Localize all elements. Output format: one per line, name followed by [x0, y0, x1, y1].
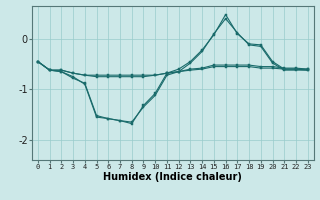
X-axis label: Humidex (Indice chaleur): Humidex (Indice chaleur)	[103, 172, 242, 182]
